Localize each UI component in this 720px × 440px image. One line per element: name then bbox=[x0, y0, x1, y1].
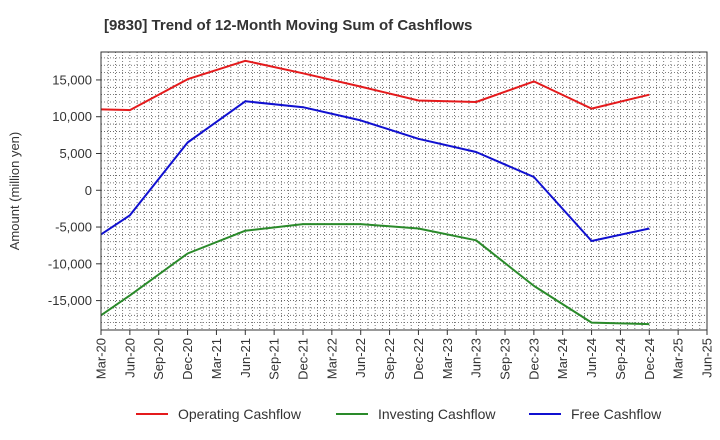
x-tick-label: Sep-21 bbox=[267, 338, 282, 380]
series-line-free-cashflow bbox=[100, 100, 650, 242]
x-tick-label: Mar-20 bbox=[94, 338, 109, 379]
x-tick-label: Jun-23 bbox=[469, 338, 484, 378]
x-tick-label: Mar-23 bbox=[440, 338, 455, 379]
chart-title: [9830] Trend of 12-Month Moving Sum of C… bbox=[104, 17, 472, 34]
y-tick-label: 15,000 bbox=[52, 72, 92, 87]
y-axis-ticks: -15,000 -10,000 -5,000 0 5,000 10,000 15,000 bbox=[48, 72, 101, 308]
series-line-operating-cashflow bbox=[100, 59, 650, 112]
y-axis-label: Amount (million yen) bbox=[7, 132, 22, 251]
y-tick-label: 0 bbox=[85, 183, 92, 198]
x-tick-label: Dec-20 bbox=[180, 338, 195, 380]
x-tick-label: Dec-24 bbox=[642, 338, 657, 380]
legend: Operating Cashflow Investing Cashflow Free… bbox=[136, 406, 662, 422]
series-lines bbox=[100, 59, 650, 326]
x-tick-label: Sep-22 bbox=[382, 338, 397, 380]
x-tick-label: Dec-23 bbox=[526, 338, 541, 380]
x-tick-label: Mar-25 bbox=[671, 338, 686, 379]
plot-frame bbox=[100, 51, 708, 331]
x-tick-label: Jun-21 bbox=[238, 338, 253, 378]
x-tick-label: Jun-24 bbox=[584, 338, 599, 378]
x-tick-label: Sep-23 bbox=[498, 338, 513, 380]
x-axis-ticks: Mar-20 Jun-20 Sep-20 Dec-20 Mar-21 Jun-21 Sep-… bbox=[94, 330, 715, 380]
x-tick-label: Jun-20 bbox=[122, 338, 137, 378]
grid bbox=[101, 52, 707, 331]
legend-label-operating-cashflow: Operating Cashflow bbox=[178, 406, 302, 422]
x-tick-label: Jun-22 bbox=[353, 338, 368, 378]
x-tick-label: Dec-21 bbox=[296, 338, 311, 380]
y-tick-label: 10,000 bbox=[52, 109, 92, 124]
x-tick-label: Dec-22 bbox=[411, 338, 426, 380]
x-tick-label: Sep-20 bbox=[151, 338, 166, 380]
y-tick-label: -15,000 bbox=[48, 293, 92, 308]
x-tick-label: Mar-22 bbox=[324, 338, 339, 379]
y-tick-label: 5,000 bbox=[59, 146, 92, 161]
x-tick-label: Sep-24 bbox=[613, 338, 628, 380]
y-tick-label: -10,000 bbox=[48, 256, 92, 271]
x-tick-label: Mar-24 bbox=[555, 338, 570, 379]
x-tick-label: Jun-25 bbox=[700, 338, 715, 378]
y-tick-label: -5,000 bbox=[55, 220, 92, 235]
legend-label-investing-cashflow: Investing Cashflow bbox=[378, 406, 496, 422]
legend-label-free-cashflow: Free Cashflow bbox=[571, 406, 662, 422]
series-line-investing-cashflow bbox=[100, 223, 650, 326]
x-tick-label: Mar-21 bbox=[209, 338, 224, 379]
